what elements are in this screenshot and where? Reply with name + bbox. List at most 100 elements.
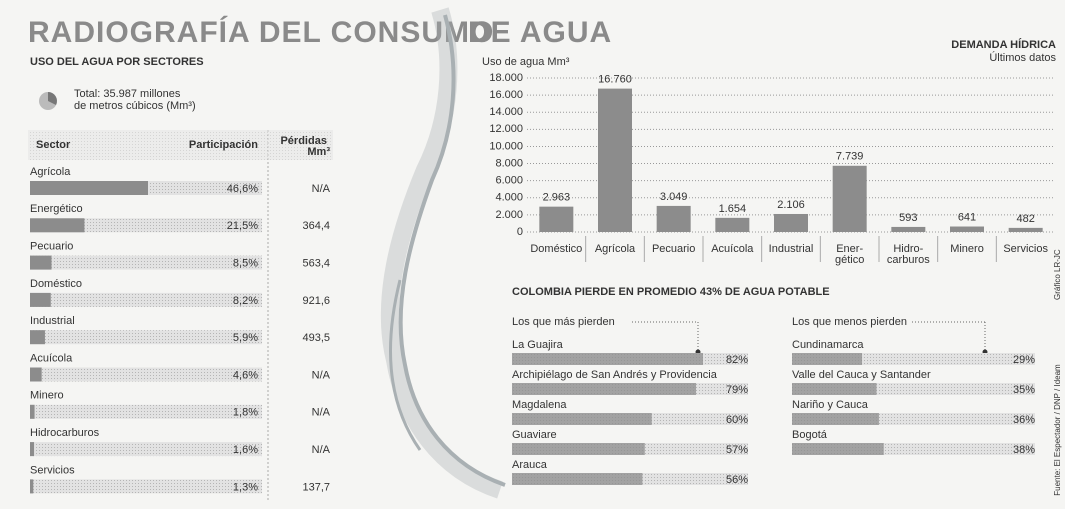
share-label: 1,8% xyxy=(233,407,258,419)
bar xyxy=(30,218,84,232)
value-label: 7.739 xyxy=(836,151,864,163)
share-label: 8,2% xyxy=(233,295,258,307)
loss-label: 493,5 xyxy=(302,332,330,344)
sector-label: Pecuario xyxy=(30,241,73,253)
value-label: 2.106 xyxy=(777,199,805,211)
loss-label: 137,7 xyxy=(302,481,330,493)
loss-label: N/A xyxy=(312,183,331,195)
sector-label: Agrícola xyxy=(30,166,71,178)
bar xyxy=(539,207,573,232)
y-tick-label: 8.000 xyxy=(495,157,523,169)
x-tick-label: Minero xyxy=(950,243,984,255)
section-title: USO DEL AGUA POR SECTORES xyxy=(30,56,204,68)
share-label: 1,6% xyxy=(233,444,258,456)
value-label: 60% xyxy=(726,414,748,426)
sector-label: Doméstico xyxy=(30,278,82,290)
y-tick-label: 12.000 xyxy=(489,123,523,135)
value-label: 29% xyxy=(1013,354,1035,366)
bar-track xyxy=(30,256,262,270)
x-tick-label: Pecuario xyxy=(652,243,695,255)
column-header: Sector xyxy=(36,139,71,151)
credit: Gráfico LR-JC xyxy=(1053,249,1062,300)
y-tick-label: 4.000 xyxy=(495,192,523,204)
y-tick-label: 0 xyxy=(517,226,523,238)
region-label: Cundinamarca xyxy=(792,339,864,351)
share-label: 21,5% xyxy=(227,220,258,232)
bar xyxy=(1009,228,1043,232)
bar xyxy=(30,479,33,493)
bar xyxy=(792,443,884,455)
bar xyxy=(30,405,35,419)
bar xyxy=(30,330,45,344)
bar xyxy=(792,353,862,365)
region-label: Magdalena xyxy=(512,399,567,411)
x-tick-label: Ener-gético xyxy=(835,243,864,266)
region-label: Archipiélago de San Andrés y Providencia xyxy=(512,369,718,381)
value-label: 593 xyxy=(899,212,917,224)
y-tick-label: 10.000 xyxy=(489,140,523,152)
value-label: 482 xyxy=(1016,213,1034,225)
title-left: RADIOGRAFÍA DEL CONSUMO xyxy=(28,15,494,49)
bar xyxy=(792,383,877,395)
sector-label: Hidrocarburos xyxy=(30,427,100,439)
bar xyxy=(512,383,696,395)
sector-label: Industrial xyxy=(30,315,75,327)
loss-label: N/A xyxy=(312,407,331,419)
bar xyxy=(30,256,52,270)
group-title: Los que más pierden xyxy=(512,316,615,328)
x-tick-label: Acuícola xyxy=(711,243,754,255)
x-tick-label: Agrícola xyxy=(595,243,636,255)
y-tick-label: 6.000 xyxy=(495,175,523,187)
share-label: 4,6% xyxy=(233,369,258,381)
value-label: 3.049 xyxy=(660,191,688,203)
bar xyxy=(30,368,42,382)
bar xyxy=(891,227,925,232)
share-label: 8,5% xyxy=(233,258,258,270)
y-tick-label: 18.000 xyxy=(489,72,523,84)
value-label: 38% xyxy=(1013,444,1035,456)
value-label: 57% xyxy=(726,444,748,456)
loss-label: 563,4 xyxy=(302,258,330,270)
y-axis-label: Uso de agua Mm³ xyxy=(482,56,570,68)
region-label: Valle del Cauca y Santander xyxy=(792,369,931,381)
bar xyxy=(30,181,148,195)
share-label: 46,6% xyxy=(227,183,258,195)
column-header: Participación xyxy=(189,139,258,151)
loss-label: 364,4 xyxy=(302,220,330,232)
value-label: 1.654 xyxy=(719,203,747,215)
bar xyxy=(657,206,691,232)
region-label: Arauca xyxy=(512,459,548,471)
bar xyxy=(30,293,51,307)
value-label: 36% xyxy=(1013,414,1035,426)
y-tick-label: 16.000 xyxy=(489,89,523,101)
bar xyxy=(833,166,867,232)
share-label: 1,3% xyxy=(233,481,258,493)
loss-label: N/A xyxy=(312,444,331,456)
value-label: 35% xyxy=(1013,384,1035,396)
bar xyxy=(512,353,703,365)
region-label: Bogotá xyxy=(792,429,828,441)
infographic: RADIOGRAFÍA DEL CONSUMO DE AGUA Gráfico … xyxy=(0,0,1065,509)
value-label: 79% xyxy=(726,384,748,396)
bar-track xyxy=(30,442,262,456)
chart-title: DEMANDA HÍDRICA xyxy=(951,38,1056,51)
bar xyxy=(950,227,984,232)
source: Fuente: El Espectador / DNP / Ideam xyxy=(1053,364,1062,496)
x-tick-label: Servicios xyxy=(1003,243,1048,255)
bar-track xyxy=(30,405,262,419)
total-note: Total: 35.987 millones xyxy=(74,88,181,100)
bar xyxy=(774,214,808,232)
value-label: 82% xyxy=(726,354,748,366)
x-tick-label: Doméstico xyxy=(530,243,582,255)
bar xyxy=(792,413,879,425)
sector-label: Acuícola xyxy=(30,352,73,364)
bar xyxy=(30,442,34,456)
bar xyxy=(598,89,632,232)
value-label: 641 xyxy=(958,211,976,223)
bar-track xyxy=(30,368,262,382)
loss-label: N/A xyxy=(312,369,331,381)
bar-track xyxy=(30,330,262,344)
total-note: de metros cúbicos (Mm³) xyxy=(74,100,196,112)
bar xyxy=(512,473,642,485)
section-title: COLOMBIA PIERDE EN PROMEDIO 43% DE AGUA … xyxy=(512,286,830,298)
